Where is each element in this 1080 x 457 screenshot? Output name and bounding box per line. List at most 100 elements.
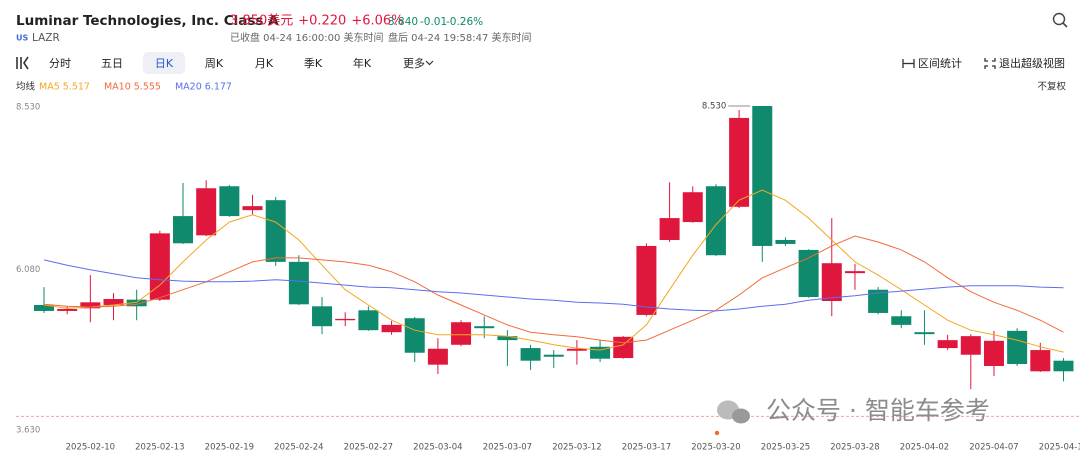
candle-body: [868, 289, 889, 313]
tool-button[interactable]: 区间统计: [918, 57, 962, 70]
tab[interactable]: 五日: [101, 57, 123, 70]
legend-value: 6.177: [205, 82, 232, 93]
candle-body: [173, 216, 194, 244]
after-change: -0.01: [420, 16, 447, 28]
search-icon[interactable]: [1052, 12, 1068, 28]
active-tab-bg: [143, 52, 185, 74]
x-tick-label: 2025-03-28: [830, 443, 879, 453]
price-change-pct: +6.06%: [351, 14, 403, 29]
candle-body: [57, 308, 78, 311]
candle-body: [149, 233, 170, 300]
candle-body: [196, 188, 217, 236]
candle-body: [1053, 360, 1074, 372]
candle-body: [960, 336, 981, 355]
candle-body: [520, 348, 541, 361]
legend-name: MA10: [104, 82, 131, 93]
plot-area: 3.630 6.080 8.530 2025-02-10 2025-02-13 2025-…: [16, 102, 1080, 453]
x-tick-label: 2025-04-10: [1039, 443, 1080, 453]
x-tick-label: 2025-02-10: [66, 443, 115, 453]
candle-body: [983, 340, 1004, 366]
tab[interactable]: 年K: [353, 56, 372, 70]
tab[interactable]: 分时: [49, 57, 71, 70]
candle-body: [126, 299, 147, 307]
candle-body: [1030, 350, 1051, 372]
candle-body: [80, 302, 101, 309]
candle-body: [590, 346, 611, 359]
ma-line: [43, 235, 1064, 344]
high-marker-label: 8.530: [702, 102, 726, 112]
x-tick-label: 2025-02-24: [274, 443, 323, 453]
candle-body: [242, 206, 263, 211]
indicator-label: 均线: [16, 81, 36, 93]
legend-value: 5.555: [134, 82, 161, 93]
candle-body: [427, 348, 448, 365]
watermark: 公众号 · 智能车参考: [766, 396, 990, 425]
candle-body: [358, 310, 379, 331]
tool-button[interactable]: 退出超级视图: [999, 56, 1065, 70]
after-change-pct: -0.26%: [446, 16, 483, 28]
candle-body: [265, 200, 286, 262]
x-tick-label: 2025-03-07: [483, 443, 532, 453]
candle-body: [1007, 330, 1028, 365]
candle-body: [103, 299, 124, 305]
tab[interactable]: 月K: [255, 57, 274, 70]
candle-body: [543, 354, 564, 357]
candle-body: [381, 324, 402, 333]
price: 3.850美元: [230, 14, 293, 29]
legend-name: MA5: [39, 82, 60, 93]
exit-icon: [984, 58, 996, 69]
x-tick-label: 2025-02-19: [205, 443, 254, 453]
stock-title: Luminar Technologies, Inc. Class A: [16, 13, 279, 29]
ma-line: [43, 259, 1064, 312]
tab[interactable]: 周K: [205, 57, 224, 70]
dropdown-chevron: [425, 60, 434, 66]
candle-body: [34, 304, 54, 311]
x-tick-label: 2025-03-04: [413, 443, 462, 453]
candle-body: [729, 117, 750, 207]
close-status: 已收盘 04-24 16:00:00 美东时间: [230, 31, 384, 44]
tab[interactable]: 季K: [304, 57, 323, 70]
x-tick-label: 2025-03-20: [691, 443, 740, 453]
candle-body: [775, 239, 796, 244]
tab[interactable]: 更多: [403, 56, 425, 70]
candle-body: [451, 322, 472, 345]
candle-body: [404, 318, 425, 353]
adjust-label[interactable]: 不复权: [1037, 81, 1066, 93]
candle-body: [752, 106, 773, 246]
y-tick-label: 6.080: [16, 265, 40, 275]
event-dot: [714, 430, 720, 436]
candle-body: [497, 336, 518, 341]
candle-body: [914, 332, 935, 335]
collapse-icon[interactable]: [16, 56, 29, 70]
x-tick-label: 2025-02-13: [135, 443, 184, 453]
candle-body: [844, 271, 865, 274]
ticker: LAZR: [32, 32, 60, 44]
candle-body: [821, 263, 842, 301]
price-change: +0.220: [298, 14, 346, 29]
candle-body: [705, 186, 726, 256]
candle-body: [682, 192, 703, 223]
after-status: 盘后 04-24 19:58:47 美东时间: [388, 31, 532, 44]
x-tick-label: 2025-03-12: [552, 443, 601, 453]
candle-body: [219, 186, 240, 217]
x-tick-label: 2025-02-27: [344, 443, 393, 453]
tab-bar: 分时 五日 日K 周K 月K 季K 年K 更多: [49, 56, 434, 70]
candle-body: [636, 245, 657, 315]
legend-name: MA20: [175, 82, 202, 93]
candle-body: [474, 326, 495, 329]
y-tick-label: 8.530: [16, 103, 40, 113]
watermark-logo: [717, 400, 750, 424]
after-price: 3.840: [388, 16, 418, 28]
x-tick-label: 2025-03-25: [761, 443, 810, 453]
candle-body: [659, 218, 680, 240]
candle-body: [566, 348, 587, 351]
range-icon: [902, 59, 915, 68]
x-tick-label: 2025-04-02: [900, 443, 949, 453]
y-tick-label: 3.630: [16, 426, 40, 436]
market-badge: US: [16, 34, 28, 43]
candle-body: [613, 336, 634, 359]
tab[interactable]: 日K: [155, 57, 174, 70]
candle-body: [798, 249, 819, 298]
